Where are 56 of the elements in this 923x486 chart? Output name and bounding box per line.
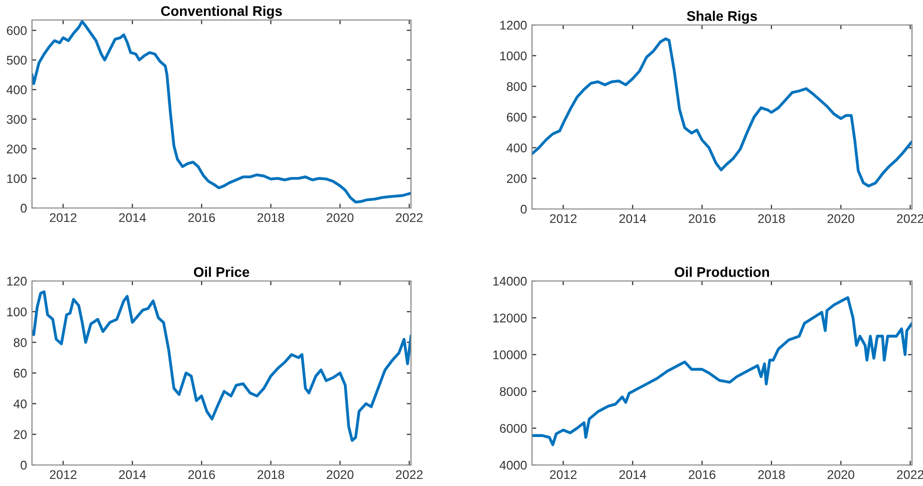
y-tick-label: 100 [7,307,27,316]
x-tick-label: 2016 [688,214,716,224]
y-tick-label: 0 [520,204,527,214]
x-tick-label: 2014 [119,470,146,480]
y-tick-label: 1000 [500,51,527,60]
x-tick-label: 2014 [619,214,646,224]
x-tick-label: 2012 [550,470,577,480]
y-tick-label: 20 [14,430,27,439]
x-tick-label: 2020 [828,214,854,224]
y-tick-label: 300 [6,114,27,124]
x-tick-label: 2020 [326,213,354,222]
x-tick-label: 2016 [188,213,215,222]
x-tick-label: 2016 [688,470,716,480]
y-tick-label: 600 [6,26,27,36]
x-tick-label: 2014 [119,213,146,222]
chart-title: Conventional Rigs [161,6,282,19]
y-tick-label: 120 [7,276,27,286]
y-tick-label: 10000 [493,350,527,360]
x-tick-label: 2016 [188,470,215,480]
y-tick-label: 80 [14,338,27,347]
x-tick-label: 2022 [396,470,423,480]
y-tick-label: 600 [506,112,527,122]
y-tick-label: 1200 [500,20,527,30]
x-tick-label: 2022 [396,213,423,222]
x-tick-label: 2012 [50,470,76,480]
y-tick-label: 6000 [500,424,527,433]
y-tick-label: 400 [6,85,27,94]
line-series [532,37,912,188]
y-tick-label: 100 [7,174,27,184]
chart-title: Shale Rigs [686,10,757,24]
y-tick-label: 40 [14,399,27,408]
y-tick-label: 500 [6,56,27,65]
y-tick-label: 14000 [493,276,527,286]
x-tick-label: 2018 [258,470,284,480]
chart-title: Oil Price [194,266,250,277]
y-tick-label: 0 [20,460,27,470]
y-tick-label: 200 [506,174,527,183]
x-tick-label: 2018 [758,470,785,480]
y-tick-label: 8000 [500,387,527,396]
line-series [32,290,411,442]
y-tick-label: 12000 [493,314,527,322]
y-tick-label: 4000 [500,460,527,470]
x-tick-label: 2018 [258,213,284,222]
x-tick-label: 2014 [619,470,646,480]
line-series [532,296,912,446]
x-tick-label: 2012 [550,214,577,224]
y-tick-label: 0 [20,204,27,213]
x-tick-label: 2018 [758,214,785,224]
y-tick-label: 60 [14,368,27,378]
chart-title: Oil Production [674,266,769,277]
x-tick-label: 2020 [326,470,354,480]
y-tick-label: 800 [506,82,527,91]
x-tick-label: 2020 [828,470,854,480]
y-tick-label: 200 [6,144,27,154]
y-tick-label: 400 [506,143,527,152]
x-tick-label: 2012 [50,213,76,222]
